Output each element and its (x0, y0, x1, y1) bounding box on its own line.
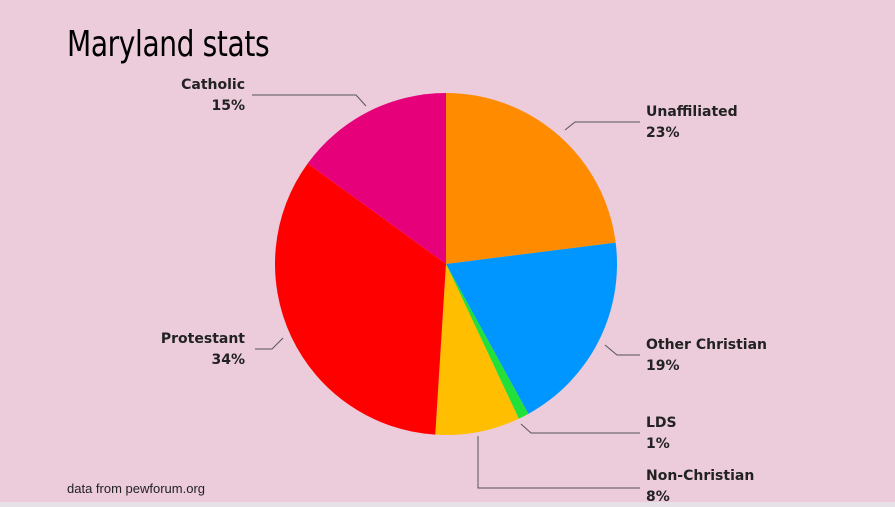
pie-slice-other-christian (446, 242, 617, 414)
slice-percent: 23% (646, 125, 680, 141)
leader-line (604, 344, 640, 356)
slice-label: Catholic (181, 77, 245, 93)
slice-label: LDS (646, 415, 677, 431)
bottom-strip (0, 502, 895, 507)
slice-label: Other Christian (646, 337, 767, 353)
leader-line (255, 337, 284, 350)
slice-labels: Unaffiliated 23% Other Christian 19% LDS 1% No… (161, 77, 767, 505)
pie-slice-catholic (307, 93, 446, 264)
pie-slices (275, 93, 617, 435)
leader-line (520, 423, 640, 434)
slice-percent: 8% (646, 489, 670, 505)
slice-label: Protestant (161, 331, 245, 347)
slice-label: Non-Christian (646, 468, 754, 484)
leader-line (564, 121, 640, 131)
leader-lines (252, 94, 640, 489)
pie-slice-unaffiliated (446, 93, 616, 264)
pie-slice-lds (446, 264, 529, 419)
slice-percent: 1% (646, 436, 670, 452)
slice-percent: 15% (211, 98, 245, 114)
slide-title: Maryland stats (67, 24, 270, 65)
source-note: data from pewforum.org (67, 481, 206, 496)
slice-percent: 34% (211, 352, 245, 368)
pie-slice-protestant (275, 163, 446, 435)
pie-slice-non-christian (435, 264, 519, 435)
leader-line (252, 94, 367, 107)
slice-label: Unaffiliated (646, 104, 738, 120)
slice-percent: 19% (646, 358, 680, 374)
leader-line (477, 436, 640, 489)
